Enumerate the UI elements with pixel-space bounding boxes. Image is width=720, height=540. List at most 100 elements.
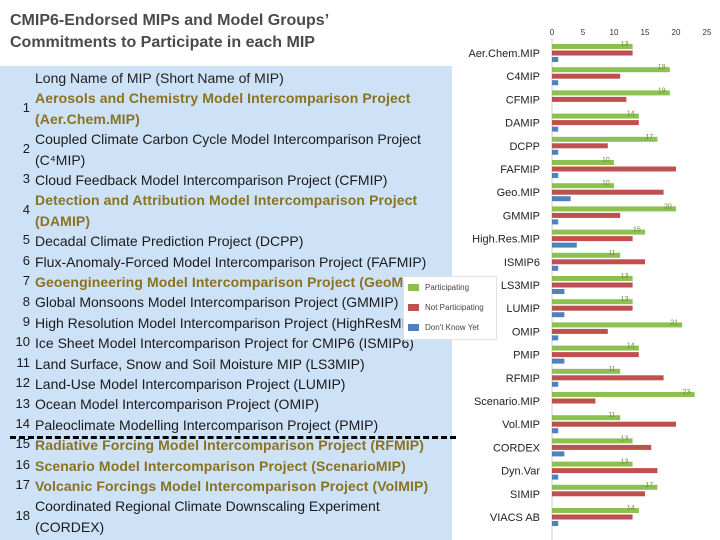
mip-name: Aerosols and Chemistry Model Intercompar… bbox=[35, 90, 411, 107]
category-label: RFMIP bbox=[506, 373, 540, 385]
category-label: VIACS AB bbox=[490, 512, 540, 524]
data-label: 11 bbox=[608, 412, 615, 419]
category-label: Vol.MIP bbox=[502, 419, 540, 431]
mip-name: Ocean Model Intercomparison Project (OMI… bbox=[35, 396, 319, 413]
legend-item: Don't Know Yet bbox=[408, 323, 479, 332]
data-label: 13 bbox=[621, 459, 629, 466]
row-number: 17 bbox=[15, 477, 30, 493]
category-label: DCPP bbox=[509, 141, 540, 153]
x-tick-label: 10 bbox=[610, 28, 619, 37]
bar bbox=[552, 415, 621, 421]
data-label: 20 bbox=[664, 203, 672, 210]
bar bbox=[552, 421, 676, 427]
table-row: 3 Cloud Feedback Model Intercomparison Pr… bbox=[0, 170, 452, 190]
data-label: 10 bbox=[602, 180, 610, 187]
category-label: LUMIP bbox=[506, 303, 540, 315]
mip-name: High Resolution Model Intercomparison Pr… bbox=[35, 314, 420, 331]
x-tick-label: 0 bbox=[550, 28, 555, 37]
table-row: 2 Coupled Climate Carbon Cycle Model Inte… bbox=[0, 129, 452, 170]
legend-label: Don't Know Yet bbox=[425, 323, 480, 332]
bar bbox=[552, 282, 633, 288]
bar bbox=[552, 381, 559, 387]
x-tick-label: 15 bbox=[641, 28, 650, 37]
bar bbox=[552, 438, 633, 444]
bar bbox=[552, 484, 658, 490]
mip-name: (DAMIP) bbox=[35, 212, 91, 229]
mip-name: Land-Use Model Intercomparison Project (… bbox=[35, 376, 346, 392]
bar bbox=[552, 73, 621, 79]
data-label: 14 bbox=[627, 505, 635, 512]
row-number: 4 bbox=[22, 201, 30, 217]
category-label: CFMIP bbox=[506, 94, 540, 106]
mip-name: Radiative Forcing Model Intercomparison … bbox=[35, 437, 424, 454]
row-number: 3 bbox=[22, 171, 30, 187]
table-row: 8 Global Monsoons Model Intercomparison P… bbox=[0, 292, 452, 312]
row-number: 11 bbox=[16, 354, 31, 370]
mip-name: Global Monsoons Model Intercomparison Pr… bbox=[35, 294, 399, 311]
row-number: 15 bbox=[15, 436, 30, 452]
mip-name: Coordinated Regional Climate Downscaling… bbox=[35, 498, 380, 515]
row-number: 13 bbox=[15, 395, 30, 411]
bar bbox=[552, 474, 559, 480]
row-number: 6 bbox=[22, 252, 30, 268]
bar bbox=[552, 345, 639, 351]
bar bbox=[552, 67, 670, 73]
data-label: 13 bbox=[621, 435, 629, 442]
bar bbox=[552, 206, 676, 212]
table-row: 9 High Resolution Model Intercomparison P… bbox=[0, 313, 452, 333]
table-row: 11 Land Surface, Snow and Soil Moisture M… bbox=[0, 354, 452, 374]
bar bbox=[552, 212, 621, 218]
table-row: 1 Aerosols and Chemistry Model Intercompa… bbox=[0, 88, 452, 129]
bar bbox=[552, 521, 559, 526]
bar bbox=[552, 196, 571, 202]
mip-name: Land Surface, Snow and Soil Moisture MIP… bbox=[35, 355, 365, 372]
x-tick-label: 5 bbox=[581, 28, 586, 37]
data-label: 13 bbox=[621, 41, 629, 48]
data-label: 19 bbox=[658, 87, 666, 94]
category-label: GMMIP bbox=[503, 210, 540, 222]
table-row: 15 Radiative Forcing Model Intercompariso… bbox=[0, 435, 452, 455]
data-label: 11 bbox=[608, 250, 615, 257]
row-number: 16 bbox=[15, 456, 30, 472]
category-label: SIMIP bbox=[510, 489, 540, 501]
bar bbox=[552, 113, 639, 119]
data-label: 17 bbox=[645, 134, 653, 141]
category-label: Geo.MIP bbox=[497, 187, 540, 199]
bar bbox=[552, 328, 608, 334]
mip-name: Scenario Model Intercomparison Project (… bbox=[35, 457, 406, 474]
mip-name: Paleoclimate Modelling Intercomparison P… bbox=[35, 416, 379, 433]
mip-name: Flux-Anomaly-Forced Model Intercompariso… bbox=[35, 253, 427, 270]
bar bbox=[552, 143, 608, 149]
mip-name: (C⁴MIP) bbox=[35, 151, 86, 168]
bar bbox=[552, 444, 652, 450]
legend-swatch bbox=[408, 324, 419, 332]
bar bbox=[552, 80, 559, 86]
data-label: 11 bbox=[608, 366, 615, 373]
table-row: 14 Paleoclimate Modelling Intercomparison… bbox=[0, 415, 452, 435]
mip-name: Ice Sheet Model Intercomparison Project … bbox=[35, 335, 414, 352]
bar bbox=[552, 173, 559, 178]
category-label: ISMIP6 bbox=[504, 257, 540, 269]
bar bbox=[552, 276, 633, 281]
data-label: 14 bbox=[627, 111, 635, 118]
category-label: C4MIP bbox=[506, 71, 540, 83]
bar bbox=[552, 183, 614, 189]
table-row: 5 Decadal Climate Prediction Project (DCP… bbox=[0, 231, 452, 251]
bar bbox=[552, 44, 633, 49]
bar bbox=[552, 451, 565, 457]
category-label: FAFMIP bbox=[500, 164, 540, 176]
bar bbox=[552, 322, 683, 328]
bar bbox=[552, 149, 559, 155]
table-row: 16 Scenario Model Intercomparison Project… bbox=[0, 456, 452, 476]
bar bbox=[552, 491, 645, 497]
bar bbox=[552, 358, 565, 364]
row-number: 10 bbox=[15, 334, 30, 350]
mip-name: Detection and Attribution Model Intercom… bbox=[35, 192, 418, 209]
x-tick-label: 20 bbox=[672, 28, 681, 37]
bar bbox=[552, 461, 633, 467]
table-row: 18 Coordinated Regional Climate Downscali… bbox=[0, 496, 452, 537]
bar bbox=[552, 166, 676, 172]
mip-table: Long Name of MIP (Short Name of MIP) 1 Aer… bbox=[0, 66, 452, 540]
table-row: 17 Volcanic Forcings Model Intercompariso… bbox=[0, 476, 452, 496]
category-label: DAMIP bbox=[505, 118, 540, 130]
